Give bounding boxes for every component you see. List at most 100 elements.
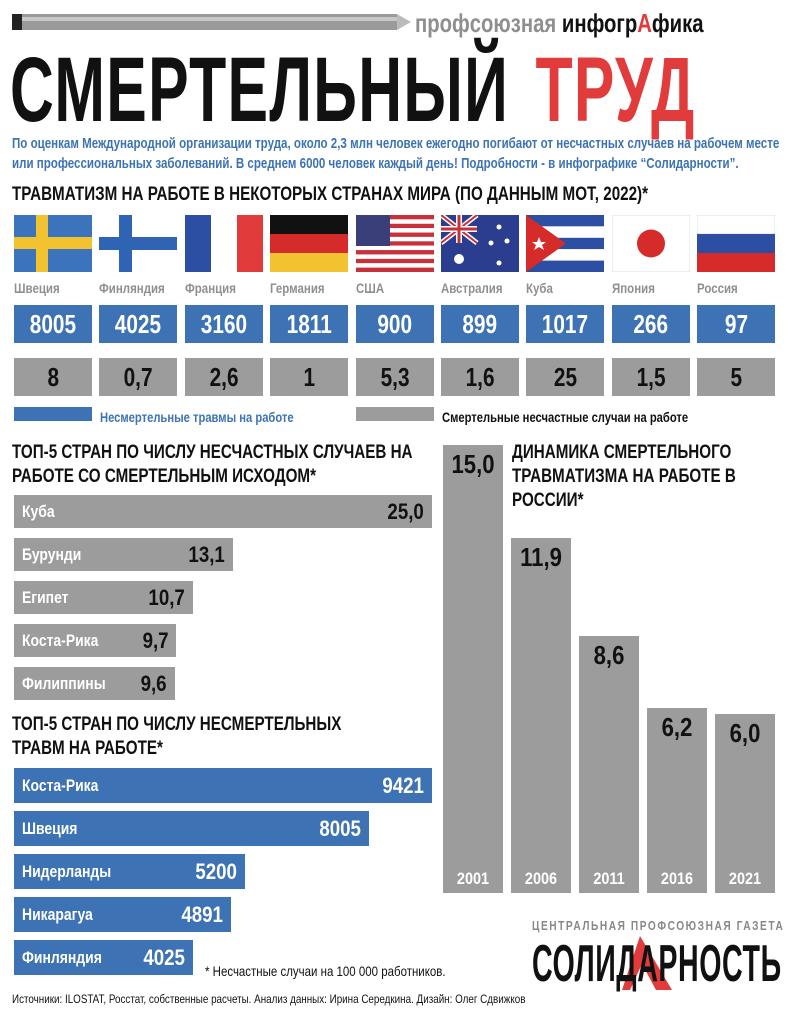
nonfatal-value-text: 899 <box>462 308 498 339</box>
bar-value: 10,7 <box>148 584 185 610</box>
finland-flag <box>99 215 178 272</box>
sweden-flag <box>14 215 92 272</box>
nonfatal-value: 266 <box>611 305 690 343</box>
brand-title: профсоюзная инфогрАфика <box>415 8 704 38</box>
bar: 15,0 2001 <box>443 445 503 893</box>
legend-label-nonfatal: Несмертельные травмы на работе <box>100 409 294 425</box>
country-name: Австралия <box>441 280 503 296</box>
bar: Бурунди 13,1 <box>14 538 234 571</box>
fatal-value-text: 1 <box>303 361 315 392</box>
bar: Никарагуа 4891 <box>14 897 231 932</box>
nonfatal-value: 97 <box>697 305 776 343</box>
fatal-value: 5 <box>697 358 776 396</box>
bar-year: 2011 <box>593 868 625 888</box>
bar: Нидерланды 5200 <box>14 854 245 889</box>
bar-value: 4025 <box>142 944 185 970</box>
section-title-nonfatal-top5: ТОП-5 СТРАН ПО ЧИСЛУ НЕСМЕРТЕЛЬНЫХ ТРАВМ… <box>12 714 342 759</box>
bar-label: Куба <box>22 501 55 521</box>
section-title-fatal-top5: ТОП-5 СТРАН ПО ЧИСЛУ НЕСЧАСТНЫХ СЛУЧАЕВ … <box>12 442 413 487</box>
logo-name: СОЛИДАРНОСТЬ <box>532 935 782 993</box>
fatal-value: 1 <box>270 358 349 396</box>
fatal-value: 0,7 <box>99 358 178 396</box>
bar-value: 25,0 <box>387 498 424 524</box>
fatal-value: 25 <box>526 358 605 396</box>
fatal-value-text: 1,6 <box>465 361 495 392</box>
country-name: США <box>355 280 384 296</box>
russia-flag <box>696 214 776 272</box>
bar-value: 8,6 <box>593 640 625 671</box>
fatal-value-text: 2,6 <box>209 361 239 392</box>
nonfatal-value-text: 97 <box>724 308 748 339</box>
bar: 6,0 2021 <box>715 713 775 893</box>
page-title: СМЕРТЕЛЬНЫЙ ТРУД <box>10 39 696 141</box>
bar-label: Финляндия <box>22 947 102 967</box>
bar: Египет 10,7 <box>14 581 193 614</box>
bar-year: 2006 <box>524 868 558 888</box>
bar-value: 6,0 <box>729 717 761 748</box>
fatal-value-text: 5 <box>730 361 742 392</box>
nonfatal-value: 899 <box>441 305 519 343</box>
bar-value: 13,1 <box>188 541 226 567</box>
footnote: * Несчастные случаи на 100 000 работнико… <box>205 963 446 979</box>
intro-text: По оценкам Международной организации тру… <box>12 135 780 172</box>
bar: Коста-Рика 9421 <box>14 768 432 803</box>
section-title-russia: ДИНАМИКА СМЕРТЕЛЬНОГО ТРАВМАТИЗМА НА РАБ… <box>512 442 736 511</box>
solidarnost-logo: ЦЕНТРАЛЬНАЯ ПРОФСОЮЗНАЯ ГАЗЕТА СОЛИДАРНО… <box>532 918 785 993</box>
nonfatal-value-text: 4025 <box>115 308 162 339</box>
bar: Швеция 8005 <box>14 811 370 846</box>
usa-flag <box>355 215 434 272</box>
country-name: Франция <box>184 280 236 296</box>
country-name: Куба <box>526 280 554 296</box>
fatal-value-text: 25 <box>553 361 577 392</box>
cuba-flag <box>526 215 605 272</box>
bar-value: 5200 <box>195 858 237 884</box>
logo-tagline: ЦЕНТРАЛЬНАЯ ПРОФСОЮЗНАЯ ГАЗЕТА <box>532 918 785 933</box>
fatal-value: 8 <box>14 358 92 396</box>
legend-swatch-fatal <box>356 407 434 421</box>
fatal-value-text: 0,7 <box>123 361 153 392</box>
fatal-value-text: 8 <box>47 361 59 392</box>
bar-label: Коста-Рика <box>22 775 99 795</box>
nonfatal-value: 3160 <box>184 305 263 343</box>
bar-value: 11,9 <box>520 541 562 572</box>
bar: Филиппины 9,6 <box>14 667 175 700</box>
bar-value: 9,6 <box>140 670 167 696</box>
section-title-countries: ТРАВМАТИЗМ НА РАБОТЕ В НЕКОТОРЫХ СТРАНАХ… <box>12 184 649 205</box>
bar-year: 2001 <box>456 869 490 888</box>
nonfatal-value-text: 1017 <box>542 308 589 339</box>
france-flag <box>184 215 263 272</box>
fatal-value-text: 1,5 <box>636 361 666 392</box>
bar-year: 2016 <box>660 868 694 888</box>
legend-label-fatal: Смертельные несчастные случаи на работе <box>442 409 689 425</box>
nonfatal-value-text: 8005 <box>29 308 77 339</box>
country-name: Финляндия <box>99 280 166 296</box>
bar-value: 6,2 <box>661 711 693 742</box>
fatal-value: 5,3 <box>355 358 434 396</box>
sources: Источники: ILOSTAT, Росстат, собственные… <box>12 992 526 1006</box>
bar: Коста-Рика 9,7 <box>14 624 177 657</box>
bar-value: 9421 <box>382 772 424 798</box>
japan-flag <box>611 214 691 273</box>
bar-label: Филиппины <box>22 673 106 693</box>
country-name: Германия <box>270 280 325 296</box>
bar-label: Швеция <box>22 818 78 838</box>
bar: 6,2 2016 <box>647 707 707 893</box>
nonfatal-value: 1017 <box>526 305 605 343</box>
bar-label: Коста-Рика <box>22 630 99 650</box>
country-name: Швеция <box>14 280 60 296</box>
nonfatal-value: 4025 <box>99 305 178 343</box>
legend-swatch-nonfatal <box>14 407 92 421</box>
bar-value: 15,0 <box>451 449 495 479</box>
pencil-icon <box>12 14 411 30</box>
country-name: Россия <box>697 280 738 296</box>
nonfatal-value-text: 900 <box>377 308 412 339</box>
nonfatal-value: 1811 <box>270 305 349 343</box>
country-name: Япония <box>611 280 655 296</box>
bar: Финляндия 4025 <box>14 940 193 975</box>
nonfatal-value-text: 3160 <box>200 308 247 339</box>
nonfatal-value-text: 1811 <box>286 308 332 339</box>
fatal-value: 1,6 <box>441 358 519 396</box>
nonfatal-value: 8005 <box>14 305 92 343</box>
bar: 11,9 2006 <box>511 537 571 893</box>
germany-flag <box>270 215 349 272</box>
